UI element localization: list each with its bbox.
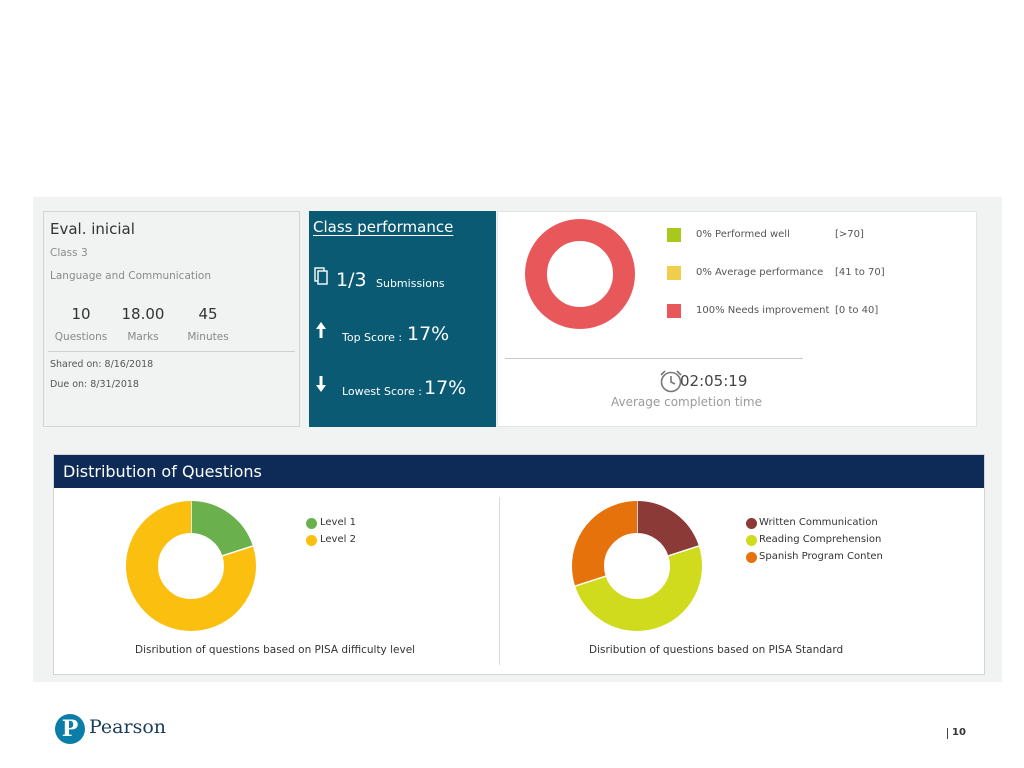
legend-label-needs-improvement: 100% Needs improvement (696, 305, 830, 316)
legend-label-reading-comprehension: Reading Comprehension (759, 534, 882, 545)
donut-slice-reading-comprehension (572, 501, 702, 631)
legend-range-performed-well: [>70] (835, 229, 864, 240)
legend-label-performed-well: 0% Performed well (696, 229, 790, 240)
legend-range-average: [41 to 70] (835, 267, 885, 278)
performance-donut-chart (525, 219, 635, 329)
arrow-up-icon (316, 322, 326, 338)
divider (947, 728, 948, 739)
assessment-title: Eval. inicial (50, 220, 135, 238)
class-name: Class 3 (50, 247, 88, 259)
due-date: Due on: 8/31/2018 (50, 379, 139, 390)
arrow-down-icon (316, 376, 326, 392)
legend-label-level-1: Level 1 (320, 517, 356, 528)
legend-label-level-2: Level 2 (320, 534, 356, 545)
class-performance-card: Class performance 1/3 Submissions Top Sc… (309, 211, 496, 427)
legend-dot-spanish-program (746, 552, 757, 563)
submissions-value: 1/3 (336, 269, 367, 291)
divider (499, 497, 500, 665)
legend-dot-reading-comprehension (746, 535, 757, 546)
legend-label-spanish-program: Spanish Program Conten (759, 551, 883, 562)
average-completion-time: 02:05:19 (680, 372, 748, 390)
marks-count: 18.00 (121, 305, 165, 323)
difficulty-chart-caption: Disribution of questions based on PISA d… (135, 644, 416, 656)
legend-swatch-average (667, 266, 681, 280)
minutes-label: Minutes (187, 331, 229, 343)
copy-icon (314, 267, 328, 285)
donut-slice-needs-improvement (525, 219, 635, 329)
performance-chart-card: 0% Performed well [>70] 0% Average perfo… (497, 211, 977, 427)
questions-count: 10 (71, 305, 91, 323)
distribution-header: Distribution of Questions (54, 455, 984, 488)
legend-dot-written-communication (746, 518, 757, 529)
lowest-score-label: Lowest Score : (342, 385, 422, 398)
page-number: 10 (952, 727, 966, 738)
donut-slice-level-2 (126, 501, 256, 631)
distribution-card: Distribution of Questions Level 1 Level … (53, 454, 985, 675)
pearson-logo-icon: P (55, 714, 85, 744)
legend-dot-level-2 (306, 535, 317, 546)
donut-slice-spanish-program-conten (572, 501, 702, 631)
alarm-clock-icon (660, 370, 682, 393)
completion-time-label: Average completion time (611, 395, 762, 409)
legend-label-average: 0% Average performance (696, 267, 824, 278)
legend-dot-level-1 (306, 518, 317, 529)
legend-label-written-communication: Written Communication (759, 517, 878, 528)
lowest-score-value: 17% (424, 377, 467, 399)
submissions-label: Submissions (376, 277, 445, 290)
difficulty-donut-chart (126, 501, 256, 631)
slice-separator (222, 545, 254, 557)
shared-date: Shared on: 8/16/2018 (50, 359, 154, 370)
standard-donut-chart (572, 501, 702, 631)
top-score-label: Top Score : (342, 331, 403, 344)
assessment-info-card: Eval. inicial Class 3 Language and Commu… (43, 211, 300, 427)
distribution-title: Distribution of Questions (63, 462, 262, 481)
divider (48, 351, 295, 352)
standard-chart-caption: Disribution of questions based on PISA S… (589, 644, 844, 656)
minutes-count: 45 (198, 305, 218, 323)
top-score-value: 17% (407, 323, 450, 345)
marks-label: Marks (127, 331, 159, 343)
slice-separator (668, 545, 700, 557)
subject-name: Language and Communication (50, 270, 212, 282)
pearson-logo-text: Pearson (89, 716, 167, 738)
legend-range-needs-improvement: [0 to 40] (835, 305, 879, 316)
divider (505, 358, 803, 359)
legend-swatch-needs-improvement (667, 304, 681, 318)
legend-swatch-performed-well (667, 228, 681, 242)
questions-label: Questions (54, 331, 108, 343)
slice-separator (574, 575, 606, 587)
class-performance-title[interactable]: Class performance (313, 218, 454, 236)
